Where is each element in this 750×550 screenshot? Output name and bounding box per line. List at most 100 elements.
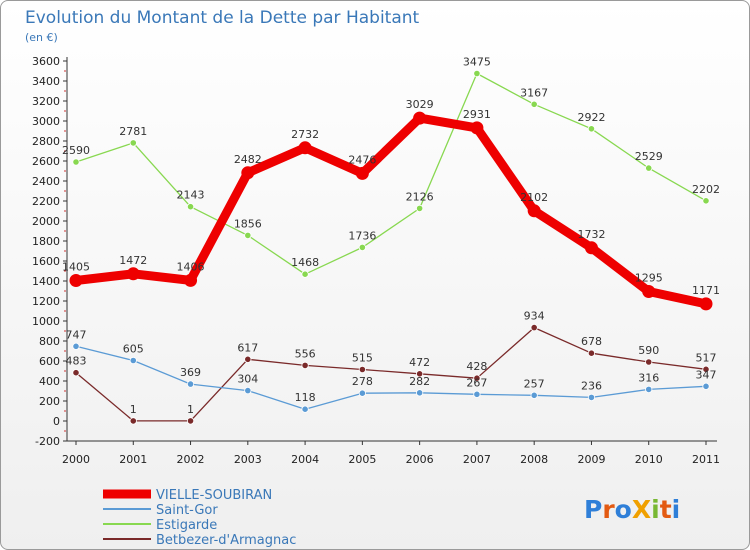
data-point (530, 391, 538, 399)
data-point (416, 370, 424, 378)
data-label: 1295 (635, 272, 663, 285)
data-point (72, 369, 80, 377)
data-point (244, 231, 252, 239)
data-point (355, 166, 369, 180)
y-tick-label: 2600 (32, 155, 60, 168)
data-point (244, 355, 252, 363)
data-label: 2143 (177, 189, 205, 202)
data-label: 2202 (692, 183, 720, 196)
y-tick-label: 2400 (32, 175, 60, 188)
data-label: 483 (66, 355, 87, 368)
data-label: 1171 (692, 284, 720, 297)
data-label: 2476 (348, 153, 376, 166)
data-label: 1732 (577, 228, 605, 241)
brand-letter: i (672, 495, 681, 524)
data-point (129, 356, 137, 365)
x-tick-label: 2004 (291, 453, 319, 466)
y-tick-label: 1000 (32, 315, 60, 328)
y-tick-label: 3600 (32, 55, 60, 68)
data-point (72, 158, 80, 166)
data-point (702, 382, 710, 390)
brand-letter: X (632, 495, 651, 524)
brand-letter: o (615, 495, 632, 524)
y-tick-label: 0 (53, 415, 60, 428)
x-tick-label: 2003 (234, 453, 262, 466)
data-label: 282 (409, 375, 430, 388)
data-label: 428 (466, 360, 487, 373)
data-point (587, 349, 596, 357)
data-label: 2529 (635, 150, 663, 163)
data-point (184, 273, 198, 287)
series-line-2 (75, 72, 707, 275)
x-tick-label: 2008 (520, 453, 548, 466)
series-line-1 (75, 345, 707, 410)
y-tick-label: 1800 (32, 235, 60, 248)
data-label: 267 (466, 376, 487, 389)
data-point (301, 405, 309, 413)
data-point (473, 390, 481, 398)
data-point (530, 100, 538, 108)
data-point (72, 342, 80, 350)
legend-label: Estigarde (156, 518, 217, 533)
data-label: 605 (123, 343, 144, 356)
data-label: 369 (180, 366, 201, 379)
y-tick-label: 3400 (32, 75, 60, 88)
data-point (584, 241, 598, 255)
y-tick-label: 1200 (32, 295, 60, 308)
data-point (413, 111, 427, 125)
data-label: 1406 (177, 260, 205, 273)
legend-label: Betbezer-d'Armagnac (156, 533, 296, 548)
unit-label: (en €) (25, 31, 58, 44)
brand-letter: i (651, 495, 660, 524)
data-label: 1856 (234, 217, 262, 230)
data-point (416, 389, 424, 397)
series-lines (71, 72, 711, 422)
data-point (301, 361, 309, 369)
x-tick-label: 2001 (119, 453, 147, 466)
data-label: 590 (638, 344, 659, 357)
data-label: 3029 (406, 98, 434, 111)
data-point (702, 365, 710, 373)
data-label: 517 (696, 351, 717, 364)
data-point (527, 204, 541, 218)
data-label: 1472 (119, 254, 147, 267)
data-label: 1405 (62, 261, 90, 274)
legend: VIELLE-SOUBIRANSaint-GorEstigardeBetbeze… (103, 488, 296, 548)
data-label: 316 (638, 371, 659, 384)
y-tick-label: 3200 (32, 95, 60, 108)
y-tick-label: 600 (39, 355, 60, 368)
data-label: 2590 (62, 144, 90, 157)
x-tick-label: 2009 (577, 453, 605, 466)
data-label: 2781 (119, 125, 147, 138)
y-tick-label: 1600 (32, 255, 60, 268)
y-tick-label: 200 (39, 395, 60, 408)
data-point (244, 386, 252, 395)
data-point (358, 365, 366, 374)
data-label: 617 (237, 341, 258, 354)
data-point (358, 389, 366, 397)
data-point (473, 69, 481, 78)
data-label: 3475 (463, 56, 491, 69)
series-points (69, 69, 713, 425)
data-label: 472 (409, 356, 430, 369)
data-point (69, 274, 83, 287)
series-line-0 (71, 113, 711, 309)
data-label: 3167 (520, 86, 548, 99)
data-label: 304 (237, 373, 258, 386)
data-point (470, 121, 484, 135)
x-tick-label: 2010 (635, 453, 663, 466)
y-tick-label: 800 (39, 335, 60, 348)
data-point (645, 358, 653, 366)
y-tick-label: 1400 (32, 275, 60, 288)
data-point (587, 125, 596, 133)
y-tick-label: 400 (39, 375, 60, 388)
data-point (358, 243, 366, 251)
data-point (126, 267, 140, 281)
data-point (587, 393, 596, 401)
brand-letter: P (584, 495, 602, 524)
data-point (186, 203, 195, 211)
data-label: 678 (581, 335, 602, 348)
data-point (301, 270, 309, 278)
